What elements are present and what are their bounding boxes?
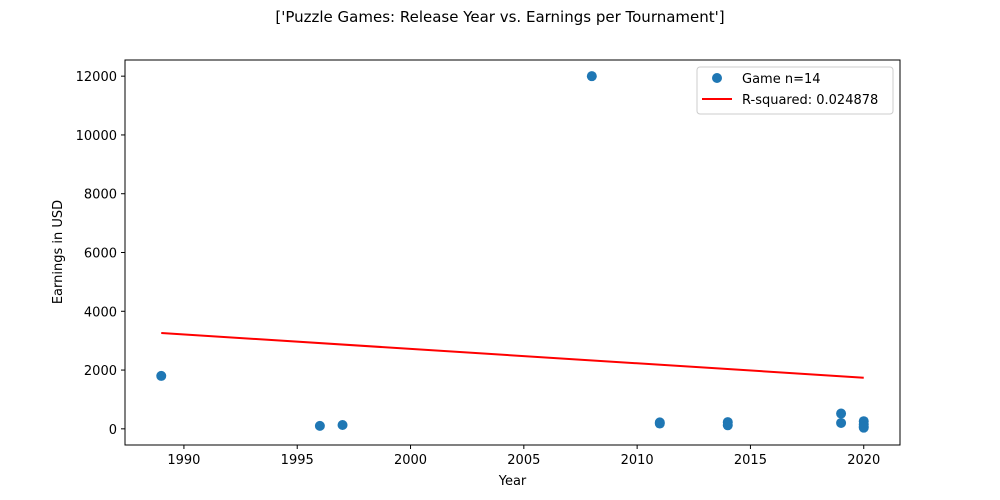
legend-label-line: R-squared: 0.024878 bbox=[742, 93, 878, 108]
legend-label-scatter: Game n=14 bbox=[742, 72, 821, 87]
plot-area bbox=[124, 59, 901, 446]
x-tick-label: 2020 bbox=[847, 453, 880, 468]
y-tick-label: 12000 bbox=[76, 70, 117, 85]
scatter-point bbox=[586, 71, 597, 82]
x-tick-label: 1995 bbox=[281, 453, 314, 468]
y-tick-label: 10000 bbox=[76, 129, 117, 144]
axes-background bbox=[125, 60, 900, 445]
legend-box bbox=[696, 66, 894, 115]
y-tick-label: 8000 bbox=[84, 188, 117, 203]
y-tick-label: 4000 bbox=[84, 305, 117, 320]
y-axis: 0 2000 4000 6000 8000 10000 12000 bbox=[76, 70, 125, 438]
x-tick-label: 1990 bbox=[167, 453, 200, 468]
y-tick-label: 6000 bbox=[84, 247, 117, 262]
chart-title: ['Puzzle Games: Release Year vs. Earning… bbox=[275, 8, 724, 26]
scatter-point bbox=[314, 420, 325, 431]
legend: Game n=14 R-squared: 0.024878 bbox=[696, 66, 894, 115]
x-tick-label: 2005 bbox=[507, 453, 540, 468]
x-tick-label: 2015 bbox=[734, 453, 767, 468]
scatter-point bbox=[337, 420, 348, 431]
scatter-point bbox=[836, 417, 847, 428]
marks-layer bbox=[156, 71, 869, 433]
scatter-point bbox=[722, 420, 733, 431]
x-tick-label: 2000 bbox=[394, 453, 427, 468]
legend-marker-scatter bbox=[712, 73, 722, 83]
regression-line bbox=[161, 332, 864, 379]
scatter-point bbox=[836, 408, 847, 419]
x-axis-label: Year bbox=[498, 474, 527, 489]
y-tick-label: 2000 bbox=[84, 364, 117, 379]
scatter-point bbox=[156, 370, 167, 381]
scatter-point bbox=[654, 418, 665, 429]
x-tick-label: 2010 bbox=[621, 453, 654, 468]
y-tick-label: 0 bbox=[109, 423, 117, 438]
y-axis-label: Earnings in USD bbox=[51, 200, 66, 304]
x-axis: 1990 1995 2000 2005 2010 2015 2020 bbox=[167, 445, 880, 468]
scatter-point bbox=[858, 422, 869, 433]
